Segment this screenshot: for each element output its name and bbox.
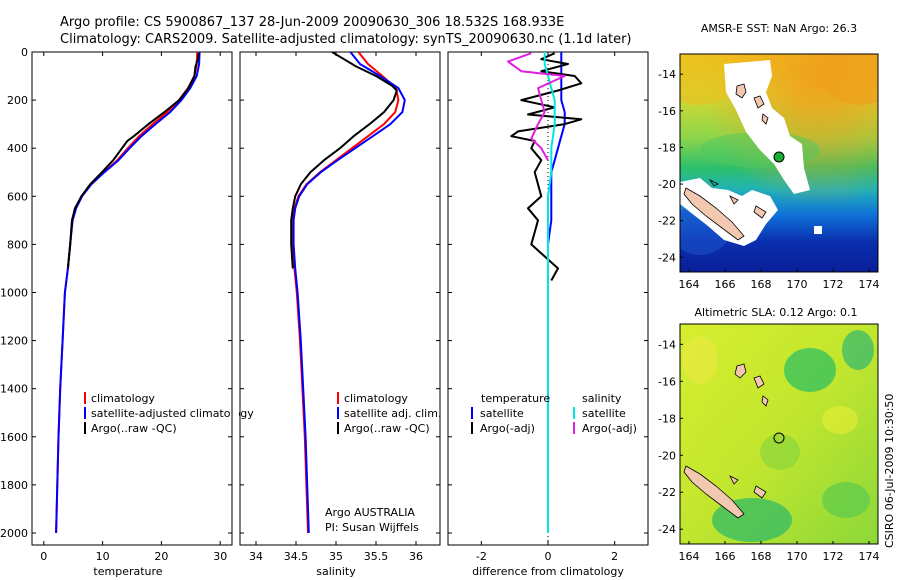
series-line-climatology <box>291 52 400 534</box>
series-line-argo-raw-qc- <box>290 52 398 269</box>
map-x-tick-label: 172 <box>823 278 844 291</box>
map-x-tick-label: 166 <box>715 278 736 291</box>
map-y-tick-label: -14 <box>658 338 676 351</box>
legend-argo-label: Argo(..raw -QC) <box>91 422 177 435</box>
map-y-tick-label: -20 <box>658 449 676 462</box>
salinity-legend: climatology satellite adj. clim. Argo(..… <box>325 392 441 534</box>
salinity-xlabel: salinity <box>316 565 356 578</box>
map-y-tick-label: -14 <box>658 68 676 81</box>
x-tick-label: 36 <box>409 550 423 563</box>
x-tick-label: -2 <box>476 550 487 563</box>
series-line-salinity-satellite <box>543 52 556 533</box>
legend-argo-label: Argo(..raw -QC) <box>344 422 430 435</box>
temperature-legend: climatology satellite-adjusted climatolo… <box>84 392 254 435</box>
x-tick-label: 10 <box>96 550 110 563</box>
map-y-tick-label: -18 <box>658 141 676 154</box>
legend-climatology-label: climatology <box>344 392 408 405</box>
depth-tick-label: 1000 <box>0 286 28 299</box>
depth-tick-label: 2000 <box>0 527 28 540</box>
map-x-tick-label: 172 <box>823 550 844 563</box>
series-line-satellite-adjusted-climatology <box>55 52 201 534</box>
temperature-panel: 0 10 20 30 <box>32 51 232 563</box>
map-x-tick-label: 170 <box>787 278 808 291</box>
depth-axis: 0 200 400 600 800 1000 1200 1400 1600 1800 2000 <box>0 46 28 540</box>
x-tick-label: 0 <box>40 550 47 563</box>
x-tick-label: 0 <box>545 550 552 563</box>
map-y-tick-label: -22 <box>658 486 676 499</box>
map-x-tick-label: 168 <box>751 278 772 291</box>
temperature-panel-frame <box>31 51 233 546</box>
depth-tick-label: 400 <box>7 142 28 155</box>
sst-map: AMSR-E SST: NaN Argo: 26.3 164 166 168 170 1… <box>658 22 880 291</box>
depth-tick-label: 1400 <box>0 383 28 396</box>
map-x-tick-label: 174 <box>859 278 880 291</box>
map-x-tick-label: 164 <box>679 278 700 291</box>
sla-map: Altimetric SLA: 0.12 Argo: 0.1 164 166 168… <box>658 306 879 563</box>
figure-title-line1: Argo profile: CS 5900867_137 28-Jun-2009… <box>60 15 564 30</box>
map-y-tick-label: -24 <box>658 251 676 264</box>
difference-panel: -2 0 2 <box>448 51 648 563</box>
map-x-tick-label: 174 <box>859 550 880 563</box>
series-line-satellite-adj-clim- <box>292 52 406 534</box>
temperature-xlabel: temperature <box>93 565 162 578</box>
legend-salinity-header: salinity <box>582 392 622 405</box>
depth-tick-label: 1600 <box>0 431 28 444</box>
legend-temp-satellite-label: satellite <box>480 407 524 420</box>
difference-xlabel: difference from climatology <box>472 565 624 578</box>
map-x-tick-label: 166 <box>715 550 736 563</box>
depth-tick-label: 800 <box>7 238 28 251</box>
difference-legend: temperature salinity satellite Argo(-adj… <box>471 392 637 435</box>
salinity-panel-frame <box>239 51 441 546</box>
map-y-tick-label: -20 <box>658 178 676 191</box>
x-tick-label: 35 <box>329 550 343 563</box>
sst-argo-location-marker <box>773 151 785 163</box>
map-y-tick-label: -22 <box>658 215 676 228</box>
depth-tick-label: 1200 <box>0 335 28 348</box>
legend-sal-argo-label: Argo(-adj) <box>582 422 637 435</box>
figure-title-line2: Climatology: CARS2009. Satellite-adjuste… <box>60 32 632 47</box>
argo-country-label: Argo AUSTRALIA <box>325 506 415 519</box>
series-line-climatology <box>55 52 199 534</box>
pi-label: PI: Susan Wijffels <box>325 521 419 534</box>
salinity-panel: 34 34.5 35 35.5 36 <box>240 51 440 563</box>
legend-sal-satellite-label: satellite <box>582 407 626 420</box>
legend-temp-argo-label: Argo(-adj) <box>480 422 535 435</box>
map-y-tick-label: -18 <box>658 412 676 425</box>
depth-tick-label: 1800 <box>0 479 28 492</box>
timestamp-stamp: CSIRO 06-Jul-2009 10:30:50 <box>883 394 896 548</box>
map-x-tick-label: 168 <box>751 550 772 563</box>
sla-argo-location-marker <box>773 432 785 444</box>
legend-temperature-header: temperature <box>481 392 550 405</box>
sla-map-title: Altimetric SLA: 0.12 Argo: 0.1 <box>694 306 857 319</box>
series-line-salinity-argo-adj- <box>507 52 566 161</box>
map-x-tick-label: 170 <box>787 550 808 563</box>
map-x-tick-label: 164 <box>679 550 700 563</box>
x-tick-label: 2 <box>611 550 618 563</box>
x-tick-label: 30 <box>213 550 227 563</box>
map-y-tick-label: -24 <box>658 523 676 536</box>
series-line-argo-raw-qc- <box>66 53 200 269</box>
x-tick-label: 35.5 <box>364 550 389 563</box>
sst-map-title: AMSR-E SST: NaN Argo: 26.3 <box>701 22 857 35</box>
series-line-temperature-argo-adj- <box>510 52 583 281</box>
depth-tick-label: 0 <box>21 46 28 59</box>
x-tick-label: 20 <box>154 550 168 563</box>
x-tick-label: 34 <box>249 550 263 563</box>
legend-climatology-label: climatology <box>91 392 155 405</box>
depth-tick-label: 600 <box>7 190 28 203</box>
depth-tick-label: 200 <box>7 94 28 107</box>
map-y-tick-label: -16 <box>658 375 676 388</box>
legend-satellite-label: satellite adj. clim. <box>344 407 441 420</box>
map-y-tick-label: -16 <box>658 105 676 118</box>
legend-satellite-label: satellite-adjusted climatology <box>91 407 254 420</box>
x-tick-label: 34.5 <box>284 550 309 563</box>
